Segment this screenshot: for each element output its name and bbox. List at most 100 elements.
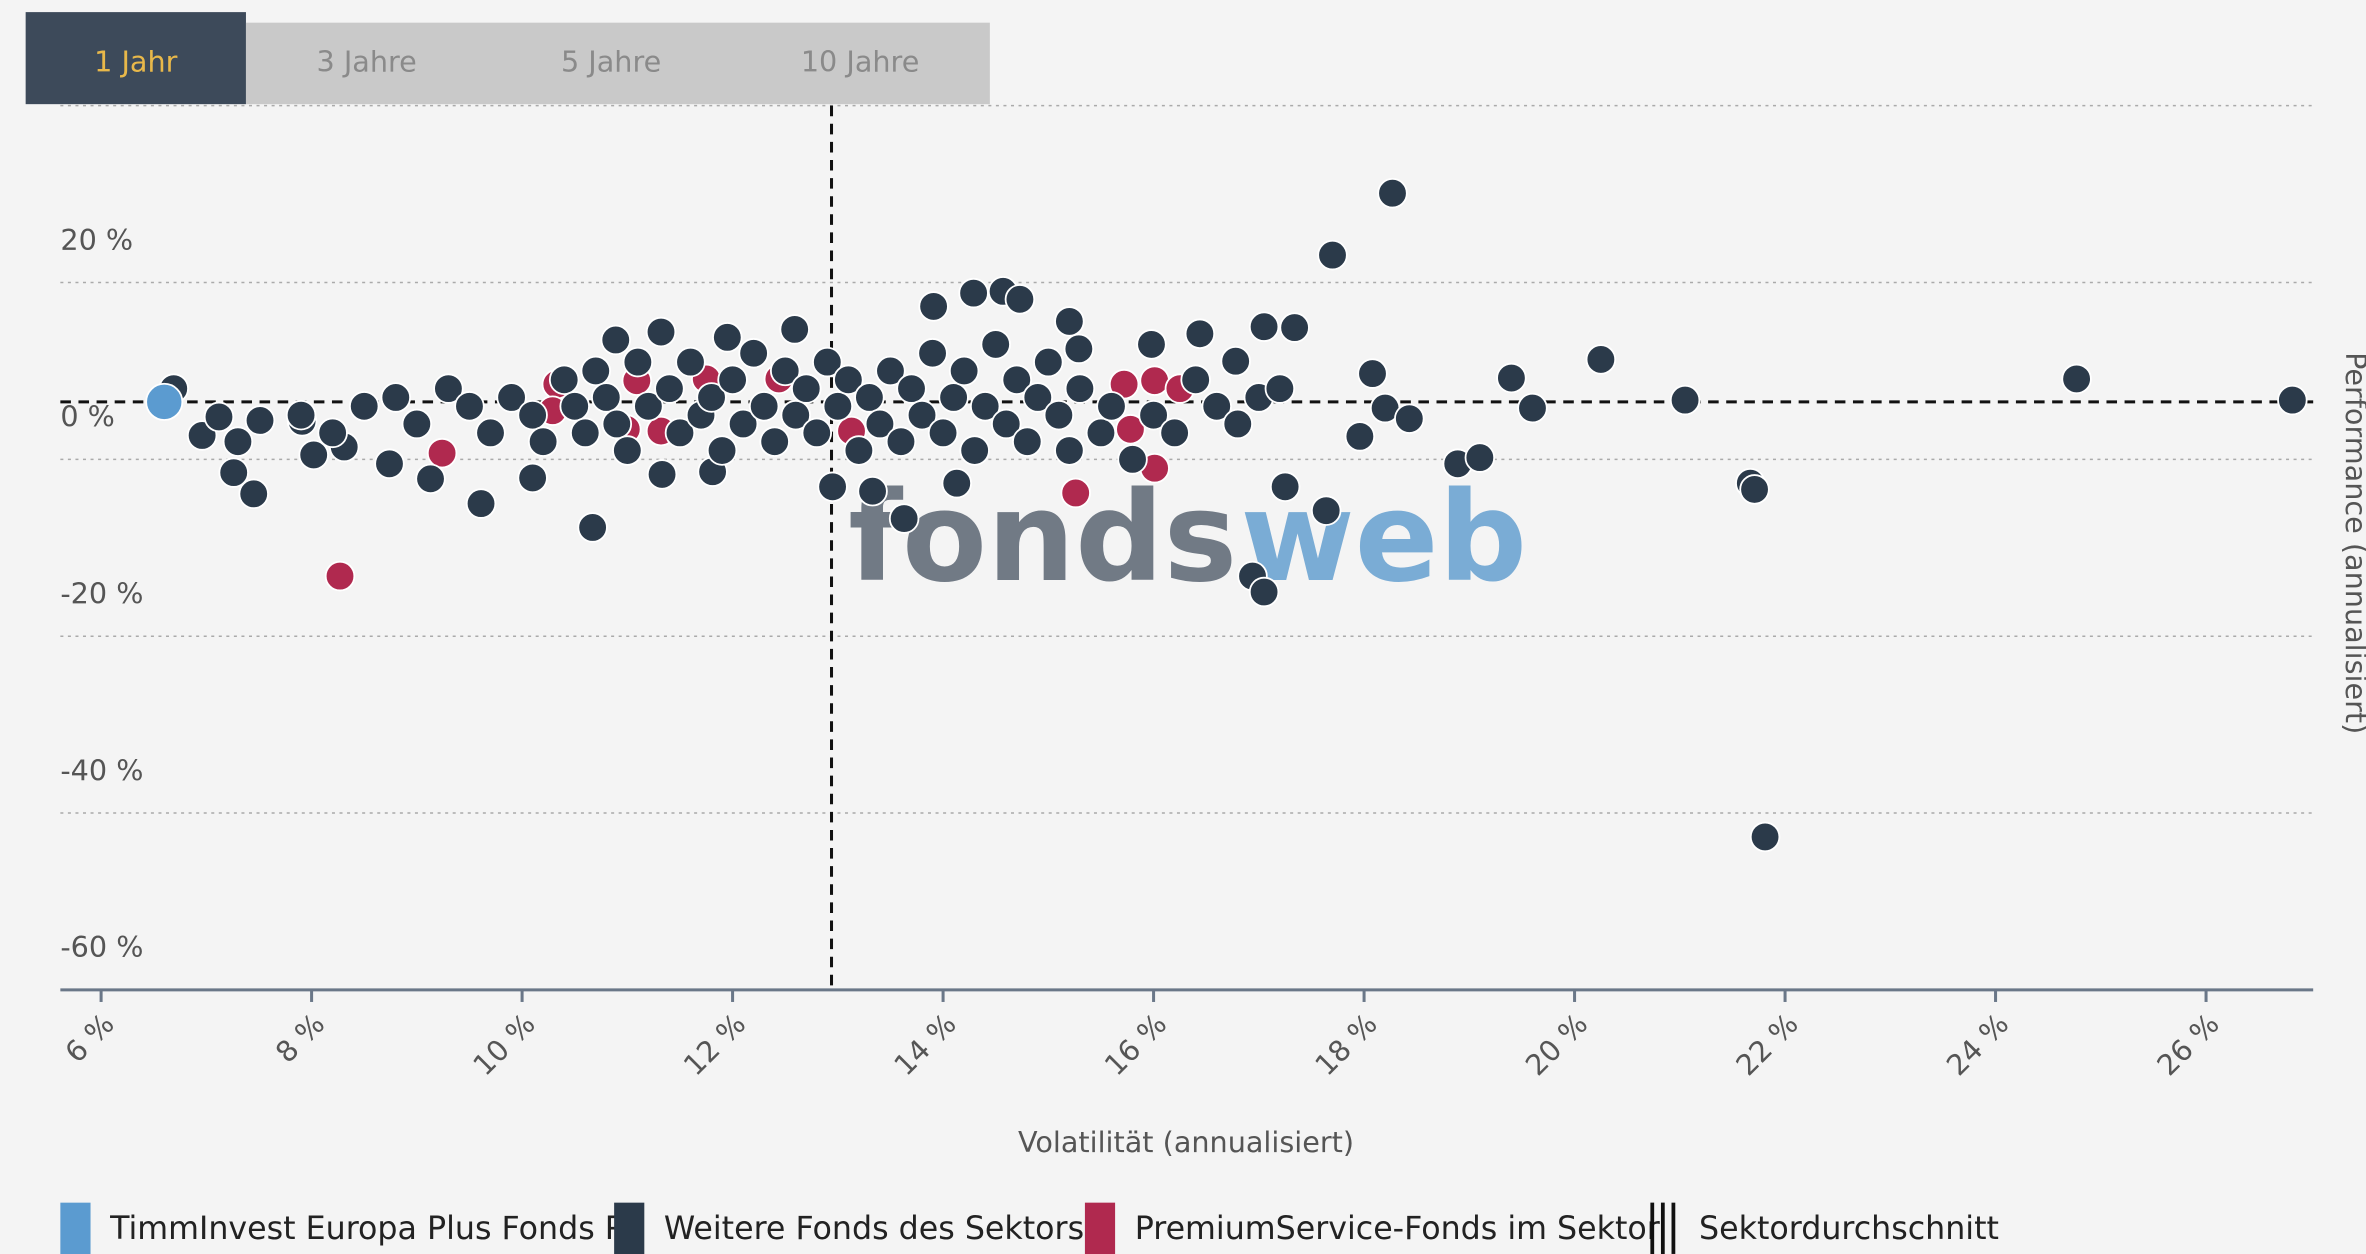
- point: [646, 459, 678, 490]
- x-tick-label: 16 %: [1098, 1007, 1174, 1083]
- tab[interactable]: 10 Jahre: [801, 44, 920, 78]
- point: [833, 364, 864, 396]
- point: [324, 560, 356, 592]
- point: [2061, 363, 2092, 395]
- point: [1060, 477, 1091, 509]
- point: [548, 364, 580, 396]
- point: [1064, 373, 1096, 404]
- watermark: fonds: [848, 466, 1237, 610]
- point: [706, 435, 738, 466]
- point: [1117, 444, 1148, 475]
- point: [1180, 364, 1211, 396]
- point: [433, 373, 464, 404]
- x-tick-label: 18 %: [1308, 1007, 1384, 1083]
- point: [1184, 318, 1216, 350]
- legend-swatch: [614, 1202, 645, 1254]
- point: [980, 329, 1011, 360]
- legend-label: TimmInvest Europa Plus Fonds P: [109, 1211, 624, 1247]
- point: [580, 355, 612, 387]
- tab-active[interactable]: [25, 12, 246, 105]
- point: [222, 426, 254, 457]
- legend-label: PremiumService-Fonds im Sektor: [1135, 1211, 1661, 1247]
- x-tick-label: 26 %: [2150, 1007, 2226, 1083]
- point: [380, 382, 412, 413]
- point: [875, 355, 906, 387]
- point: [1279, 312, 1310, 343]
- point: [1222, 408, 1254, 440]
- point: [1344, 421, 1376, 452]
- point: [496, 382, 527, 413]
- point: [969, 391, 1001, 422]
- point: [917, 338, 948, 369]
- point: [717, 364, 748, 396]
- point: [1739, 474, 1770, 505]
- point: [218, 457, 249, 488]
- point: [465, 488, 497, 519]
- x-tick-label: 6 %: [58, 1007, 121, 1070]
- point: [1022, 382, 1054, 413]
- point: [696, 382, 727, 413]
- point: [1012, 426, 1043, 457]
- point: [822, 391, 854, 422]
- point: [591, 382, 622, 413]
- point: [475, 417, 506, 449]
- point: [454, 391, 485, 422]
- x-tick-label: 24 %: [1940, 1007, 2016, 1083]
- point: [622, 346, 654, 378]
- y-axis-title: Performance (annualisiert): [2339, 352, 2366, 734]
- point: [1248, 576, 1280, 608]
- tab[interactable]: 3 Jahre: [317, 44, 417, 78]
- point: [1464, 442, 1496, 473]
- point: [527, 426, 559, 457]
- point: [401, 408, 433, 440]
- point: [1054, 306, 1085, 337]
- point: [791, 373, 822, 404]
- x-tick-label: 22 %: [1729, 1007, 1805, 1083]
- point: [780, 399, 811, 431]
- point: [1033, 346, 1064, 378]
- point: [958, 277, 989, 309]
- y-tick-label: 0 %: [60, 400, 115, 434]
- point: [759, 426, 790, 457]
- point: [612, 435, 643, 466]
- tab[interactable]: 1 Jahr: [94, 44, 178, 78]
- point: [664, 417, 696, 449]
- point: [517, 462, 548, 494]
- point: [941, 467, 973, 499]
- point: [1085, 417, 1117, 449]
- tab-bar: [245, 22, 990, 105]
- legend-swatch: [1084, 1202, 1116, 1254]
- point: [654, 373, 685, 404]
- point: [1220, 345, 1251, 377]
- point: [1310, 495, 1342, 526]
- point: [712, 322, 743, 353]
- x-axis-title: Volatilität (annualisiert): [1018, 1125, 1354, 1159]
- point: [888, 503, 920, 534]
- point: [948, 355, 980, 387]
- point: [426, 437, 458, 469]
- point: [817, 471, 848, 503]
- point: [244, 405, 276, 436]
- point: [517, 399, 548, 431]
- legend-label: Sektordurchschnitt: [1699, 1211, 1999, 1247]
- y-tick-label: -40 %: [60, 753, 143, 787]
- point: [927, 417, 959, 449]
- point: [918, 291, 949, 322]
- x-tick-label: 8 %: [269, 1007, 332, 1070]
- point: [1159, 417, 1190, 449]
- point: [317, 417, 348, 449]
- point: [885, 426, 917, 457]
- point: [1496, 362, 1527, 394]
- point: [1201, 391, 1232, 422]
- point: [738, 338, 769, 369]
- x-tick-label: 20 %: [1519, 1007, 1595, 1083]
- point: [569, 417, 601, 449]
- point: [285, 399, 317, 431]
- point: [203, 401, 235, 433]
- tab[interactable]: 5 Jahre: [561, 44, 661, 78]
- x-tick-label: 10 %: [466, 1007, 542, 1083]
- y-tick-label: 20 %: [60, 223, 133, 257]
- point: [1115, 414, 1146, 445]
